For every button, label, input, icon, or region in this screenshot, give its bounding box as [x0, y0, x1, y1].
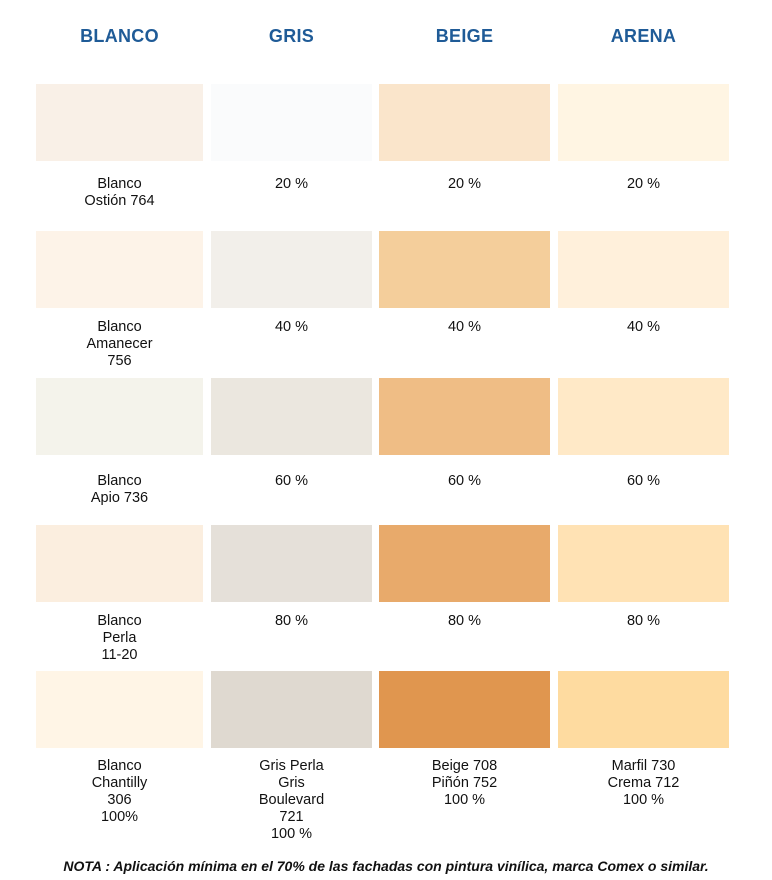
swatch-label-arena-4: 80 %: [626, 613, 661, 629]
column-header-arena: ARENA: [610, 26, 677, 46]
swatch-label-beige-5: Beige 708 Piñón 752 100 %: [431, 758, 498, 808]
swatch-label-blanco-1: Blanco Ostión 764: [84, 176, 155, 209]
swatch-label-beige-4: 80 %: [447, 613, 482, 629]
swatch-label-gris-4: 80 %: [274, 613, 309, 629]
swatch-label-beige-1: 20 %: [447, 176, 482, 192]
swatch-label-beige-3: 60 %: [447, 473, 482, 489]
swatch-gris-3: [211, 378, 372, 455]
swatch-blanco-3: [36, 378, 203, 455]
swatch-label-blanco-4: Blanco Perla 11-20: [97, 613, 142, 663]
swatch-label-blanco-5: Blanco Chantilly 306 100%: [91, 758, 148, 825]
swatch-beige-5: [379, 671, 550, 748]
swatch-gris-2: [211, 231, 372, 308]
swatch-blanco-1: [36, 84, 203, 161]
swatch-label-gris-3: 60 %: [274, 473, 309, 489]
swatch-label-arena-5: Marfil 730 Crema 712 100 %: [607, 758, 680, 808]
swatch-arena-4: [558, 525, 729, 602]
swatch-arena-5: [558, 671, 729, 748]
swatch-gris-1: [211, 84, 372, 161]
swatch-blanco-4: [36, 525, 203, 602]
swatch-label-arena-2: 40 %: [626, 319, 661, 335]
swatch-arena-2: [558, 231, 729, 308]
swatch-gris-4: [211, 525, 372, 602]
swatch-label-arena-1: 20 %: [626, 176, 661, 192]
swatch-label-beige-2: 40 %: [447, 319, 482, 335]
swatch-beige-4: [379, 525, 550, 602]
swatch-arena-1: [558, 84, 729, 161]
swatch-label-blanco-2: Blanco Amanecer 756: [86, 319, 153, 369]
swatch-blanco-2: [36, 231, 203, 308]
swatch-label-gris-5: Gris Perla Gris Boulevard 721 100 %: [258, 758, 325, 842]
swatch-label-blanco-3: Blanco Apio 736: [90, 473, 149, 506]
swatch-arena-3: [558, 378, 729, 455]
swatch-label-arena-3: 60 %: [626, 473, 661, 489]
column-header-blanco: BLANCO: [80, 26, 159, 46]
swatch-gris-5: [211, 671, 372, 748]
swatch-beige-2: [379, 231, 550, 308]
note-text: NOTA : Aplicación mínima en el 70% de la…: [63, 858, 709, 874]
swatch-beige-3: [379, 378, 550, 455]
swatch-blanco-5: [36, 671, 203, 748]
swatch-label-gris-2: 40 %: [274, 319, 309, 335]
column-header-gris: GRIS: [268, 26, 315, 46]
column-header-beige: BEIGE: [435, 26, 494, 46]
swatch-label-gris-1: 20 %: [274, 176, 309, 192]
swatch-beige-1: [379, 84, 550, 161]
